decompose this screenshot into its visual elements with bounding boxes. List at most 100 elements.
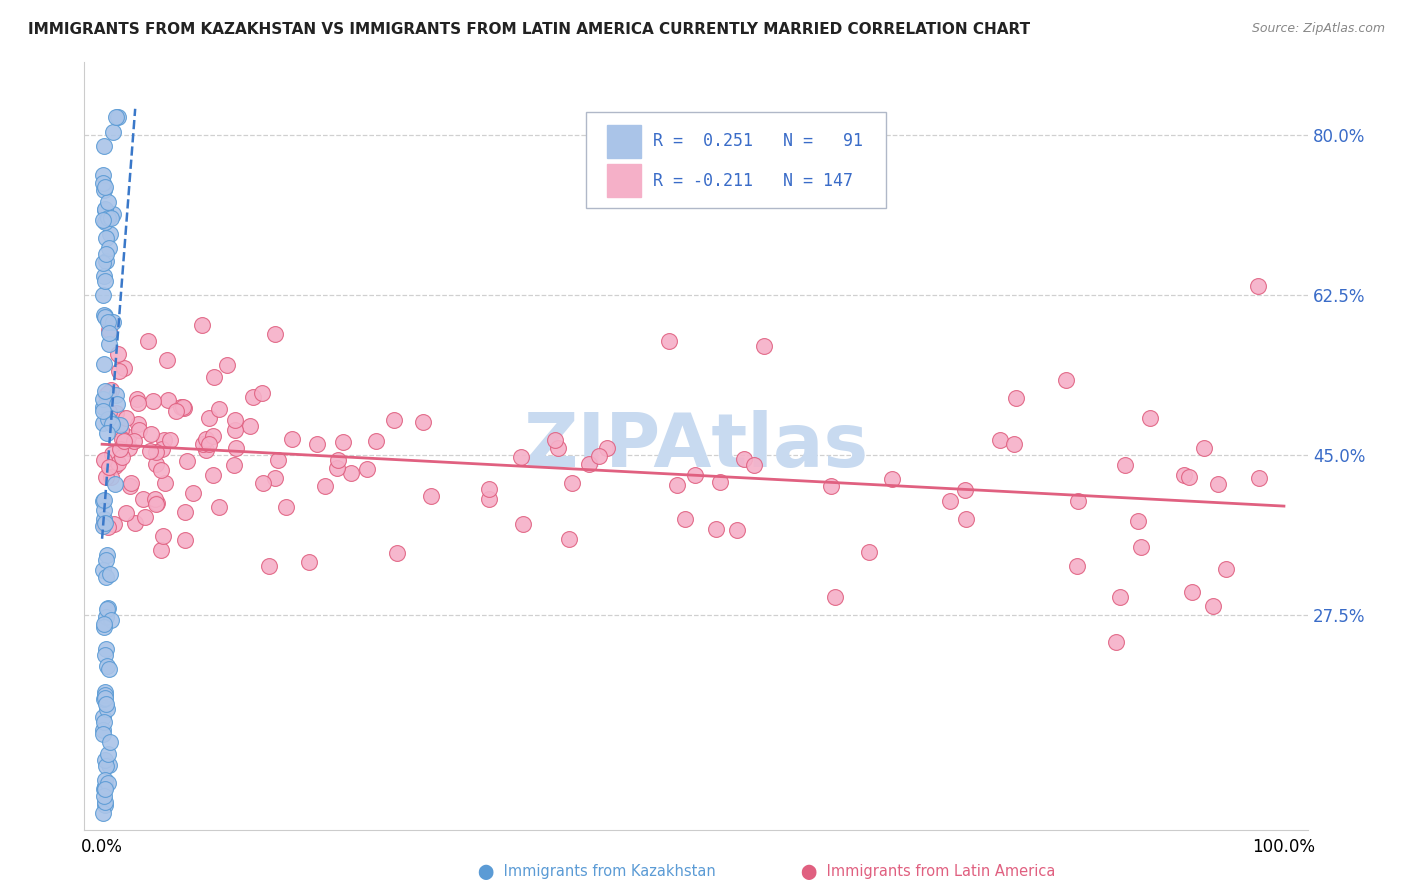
- Point: [93, 452, 115, 467]
- Point: [93, 517, 115, 532]
- Point: [105, 388, 128, 402]
- Point: [478, 491, 501, 506]
- Point: [157, 393, 180, 408]
- Point: [97, 336, 120, 351]
- Point: [136, 334, 159, 348]
- Point: [98, 241, 121, 255]
- Point: [91, 213, 114, 227]
- Point: [1066, 559, 1088, 574]
- Point: [725, 523, 748, 537]
- Point: [97, 195, 120, 210]
- Point: [387, 546, 409, 560]
- Point: [91, 518, 114, 533]
- Point: [685, 467, 707, 482]
- Point: [257, 559, 280, 574]
- Point: [953, 483, 976, 497]
- Point: [120, 475, 142, 490]
- Point: [561, 475, 583, 490]
- Point: [97, 405, 120, 419]
- Point: [880, 472, 903, 486]
- Point: [94, 648, 117, 663]
- Point: [1130, 540, 1153, 554]
- Point: [666, 478, 689, 492]
- Point: [91, 494, 114, 508]
- Point: [139, 443, 162, 458]
- Point: [512, 517, 534, 532]
- Point: [173, 401, 195, 416]
- Point: [93, 492, 115, 507]
- Point: [94, 516, 117, 530]
- Text: R =  0.251   N =   91: R = 0.251 N = 91: [654, 132, 863, 151]
- Point: [96, 758, 118, 772]
- Point: [93, 183, 115, 197]
- Point: [93, 404, 115, 418]
- Point: [94, 753, 117, 767]
- Point: [93, 617, 115, 632]
- Point: [326, 461, 349, 475]
- Point: [91, 401, 114, 415]
- Point: [153, 433, 176, 447]
- Point: [955, 512, 977, 526]
- Point: [658, 334, 681, 348]
- Point: [132, 492, 155, 507]
- Point: [96, 570, 118, 584]
- Point: [93, 779, 115, 793]
- Point: [988, 434, 1011, 448]
- Point: [110, 423, 132, 437]
- Point: [93, 620, 115, 634]
- Point: [101, 417, 124, 431]
- Point: [595, 441, 617, 455]
- Point: [98, 735, 121, 749]
- Point: [332, 435, 354, 450]
- Point: [225, 441, 247, 455]
- Point: [1247, 279, 1270, 293]
- Point: [97, 747, 120, 762]
- Point: [382, 412, 405, 426]
- Point: [1249, 471, 1271, 485]
- Point: [194, 433, 217, 447]
- Point: [112, 361, 135, 376]
- Point: [274, 500, 297, 514]
- Text: Source: ZipAtlas.com: Source: ZipAtlas.com: [1251, 22, 1385, 36]
- Point: [172, 400, 194, 414]
- Point: [858, 545, 880, 559]
- Point: [263, 470, 285, 484]
- Point: [222, 458, 245, 472]
- Point: [96, 315, 118, 329]
- Point: [250, 386, 273, 401]
- Point: [112, 434, 135, 448]
- Point: [547, 441, 569, 455]
- Point: [159, 433, 181, 447]
- Bar: [606, 164, 641, 197]
- Point: [96, 426, 118, 441]
- Point: [824, 590, 846, 604]
- Point: [91, 727, 114, 741]
- Point: [191, 436, 214, 450]
- Point: [1173, 468, 1195, 483]
- Point: [224, 412, 246, 426]
- Point: [100, 614, 122, 628]
- Point: [117, 430, 139, 444]
- Point: [197, 411, 219, 425]
- Point: [412, 415, 434, 429]
- Point: [252, 476, 274, 491]
- Point: [93, 714, 115, 729]
- Bar: [606, 126, 641, 158]
- Point: [145, 497, 167, 511]
- Point: [150, 442, 173, 456]
- Point: [267, 452, 290, 467]
- Point: [100, 383, 122, 397]
- Point: [93, 269, 115, 284]
- Point: [94, 698, 117, 712]
- Point: [97, 323, 120, 337]
- Point: [673, 512, 696, 526]
- Point: [224, 423, 246, 437]
- Point: [202, 370, 225, 384]
- Point: [114, 411, 136, 425]
- Point: [94, 274, 117, 288]
- Point: [97, 776, 120, 790]
- Point: [93, 138, 115, 153]
- Point: [149, 463, 172, 477]
- Point: [91, 176, 114, 190]
- Point: [96, 548, 118, 562]
